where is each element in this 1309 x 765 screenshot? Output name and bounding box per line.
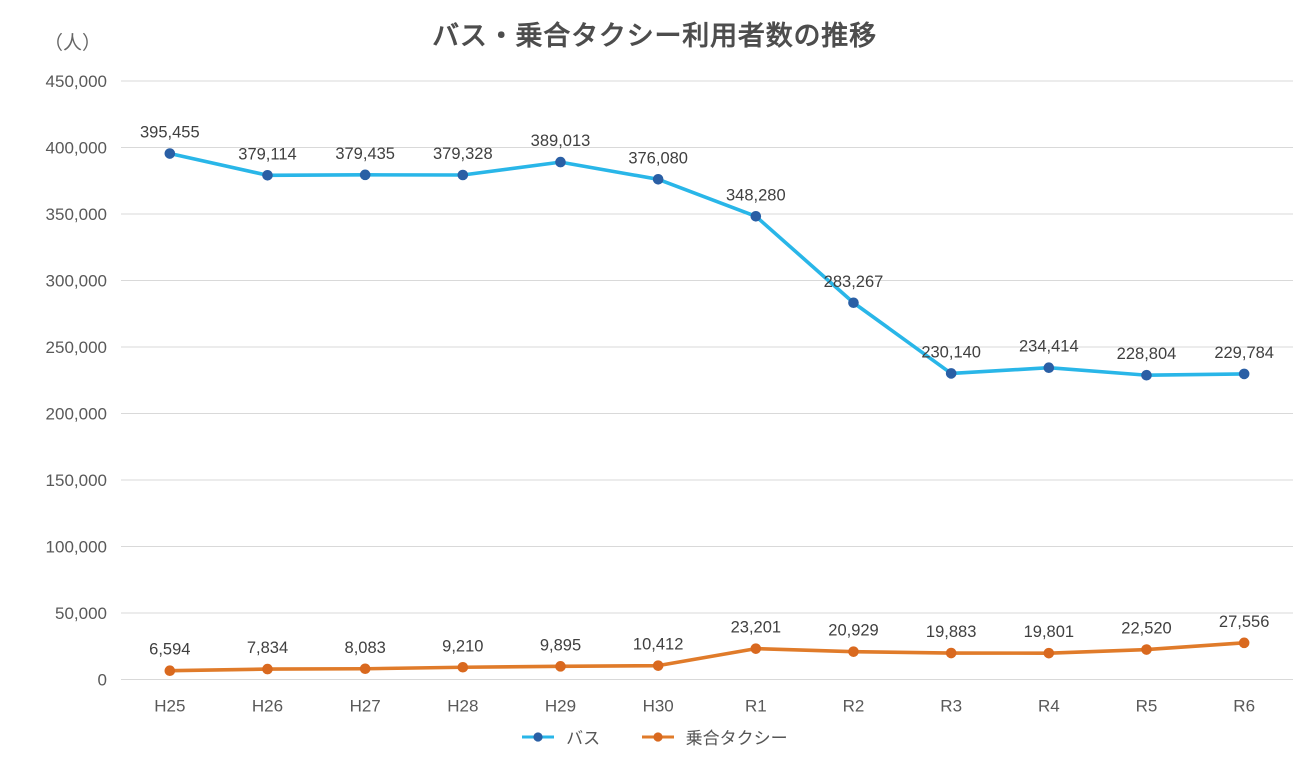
svg-text:379,328: 379,328 [433,145,493,163]
svg-text:379,435: 379,435 [335,145,395,163]
svg-text:379,114: 379,114 [238,145,296,163]
svg-text:H30: H30 [643,697,674,716]
svg-text:27,556: 27,556 [1219,613,1269,631]
svg-text:8,083: 8,083 [345,639,386,657]
svg-text:228,804: 228,804 [1117,345,1177,363]
svg-text:234,414: 234,414 [1019,338,1079,356]
svg-text:20,929: 20,929 [828,622,878,640]
svg-text:0: 0 [98,671,107,690]
svg-text:R5: R5 [1136,697,1158,716]
svg-text:H25: H25 [154,697,185,716]
svg-text:283,267: 283,267 [824,273,884,291]
svg-text:H29: H29 [545,697,576,716]
svg-text:250,000: 250,000 [46,338,107,357]
svg-text:10,412: 10,412 [633,636,683,654]
svg-text:R2: R2 [843,697,865,716]
svg-text:300,000: 300,000 [46,272,107,291]
svg-text:7,834: 7,834 [247,639,288,657]
svg-text:200,000: 200,000 [46,405,107,424]
svg-text:348,280: 348,280 [726,186,786,204]
svg-text:150,000: 150,000 [46,471,107,490]
svg-text:229,784: 229,784 [1214,344,1274,362]
svg-text:6,594: 6,594 [149,641,190,659]
svg-text:400,000: 400,000 [46,139,107,158]
svg-text:350,000: 350,000 [46,205,107,224]
svg-text:H26: H26 [252,697,283,716]
svg-text:19,883: 19,883 [926,623,976,641]
svg-text:50,000: 50,000 [55,604,107,623]
svg-text:H28: H28 [447,697,478,716]
svg-text:9,895: 9,895 [540,636,581,654]
svg-text:19,801: 19,801 [1024,623,1074,641]
svg-text:R6: R6 [1233,697,1255,716]
svg-text:R1: R1 [745,697,767,716]
svg-text:389,013: 389,013 [531,132,591,150]
svg-text:R3: R3 [940,697,962,716]
svg-text:100,000: 100,000 [46,538,107,557]
svg-text:23,201: 23,201 [731,619,781,637]
svg-text:376,080: 376,080 [628,149,688,167]
svg-text:450,000: 450,000 [46,72,107,91]
svg-text:395,455: 395,455 [140,124,200,142]
svg-text:9,210: 9,210 [442,637,483,655]
svg-text:22,520: 22,520 [1121,620,1171,638]
svg-text:230,140: 230,140 [921,343,981,361]
svg-text:H27: H27 [350,697,381,716]
svg-text:R4: R4 [1038,697,1060,716]
